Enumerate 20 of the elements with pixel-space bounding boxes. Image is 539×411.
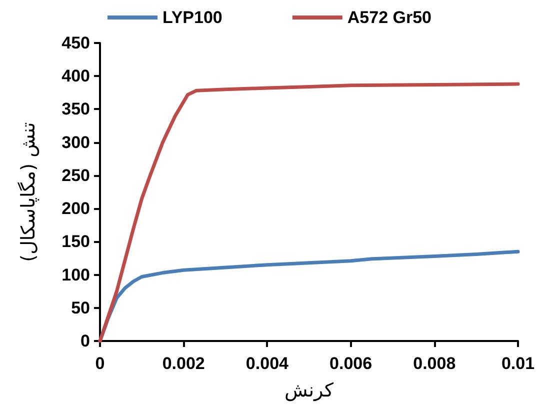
y-tick-label: 0: [80, 332, 90, 350]
x-tick-label: 0.002: [162, 354, 205, 373]
y-tick-label: 50: [71, 298, 90, 318]
y-tick-label: 200: [62, 199, 90, 218]
y-tick-label: 450: [62, 34, 90, 52]
x-tick-label: 0.01: [501, 354, 535, 373]
legend-label: LYP100: [162, 8, 222, 27]
y-tick-label: 300: [62, 132, 90, 152]
y-tick-label: 100: [62, 265, 90, 284]
legend-label: A572 Gr50: [347, 8, 432, 27]
y-tick-label: 250: [62, 166, 90, 185]
x-tick-label: 0: [95, 354, 105, 373]
y-tick-label: 150: [62, 232, 90, 252]
y-axis-title: تنش (مگاپاسکال): [16, 122, 40, 262]
y-tick-label: 400: [62, 66, 90, 86]
y-tick-label: 350: [62, 100, 90, 119]
x-tick-label: 0.004: [246, 354, 290, 373]
x-tick-label: 0.008: [413, 354, 456, 373]
x-tick-label: 0.006: [330, 354, 372, 373]
x-axis-title: کرنش: [284, 380, 334, 402]
